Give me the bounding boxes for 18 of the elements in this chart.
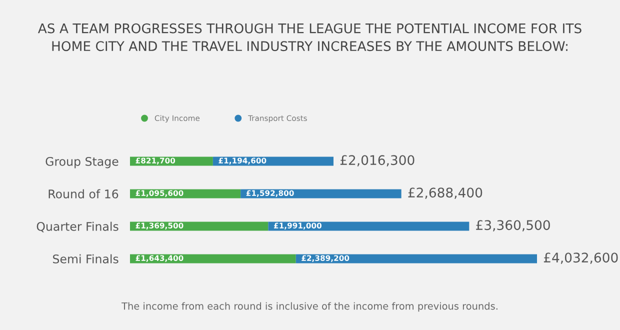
bar [212,156,334,166]
y-tick-label: Group Stage [46,156,118,168]
total-label: £3,360,500 [476,220,550,232]
chart-title: AS A TEAM PROGRESSES THROUGH THE LEAGUE THE POTENTIAL INCOME FOR ITS HOME CITY AND THE TRAVEL INDUSTRY INCREASES BY THE AMOUNTS BELOW: [38,23,582,52]
y-tick-label: Round of 16 [48,189,118,198]
bar [240,189,402,198]
bar [130,156,213,166]
bar [268,222,470,231]
y-tick-label: Semi Finals [53,254,118,264]
total-label: £2,688,400 [408,188,482,199]
bar [130,254,296,264]
bar [296,254,537,264]
bar [130,222,268,231]
y-tick-label: Quarter Finals [36,222,118,232]
text: The income from each round is inclusive of the income from previous rounds. [122,302,498,312]
bar [130,189,241,198]
total-label: £2,016,300 [340,155,414,166]
total-label: £4,032,600 [544,252,618,264]
